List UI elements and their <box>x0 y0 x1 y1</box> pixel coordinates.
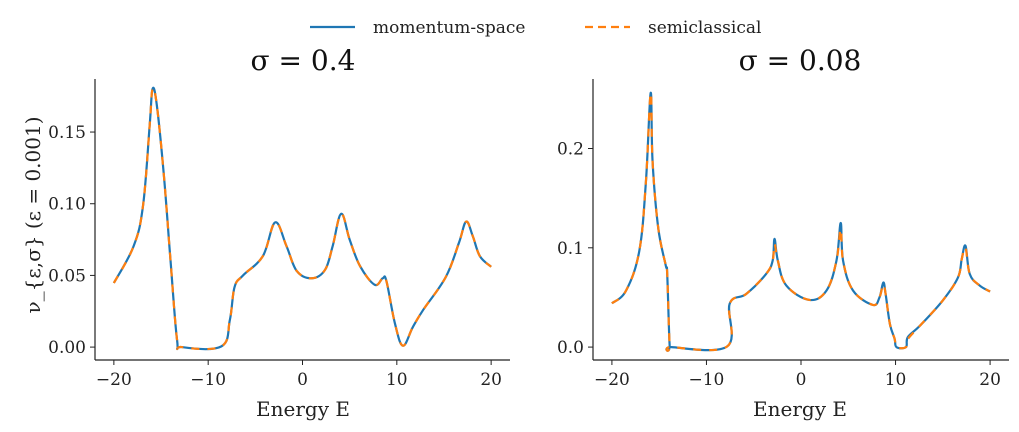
x-tick-label: 20 <box>480 370 502 390</box>
x-tick-label: 10 <box>386 370 408 390</box>
x-tick-label: 20 <box>979 370 1001 390</box>
panel-title: σ = 0.08 <box>739 44 862 77</box>
panel-sigma-0.4: σ = 0.4 Energy E ν_{ε,σ} (ε = 0.001) −20… <box>21 44 510 421</box>
x-axis-label: Energy E <box>753 397 847 421</box>
series-line-momentum-space <box>112 86 492 351</box>
y-axis-label: ν_{ε,σ} (ε = 0.001) <box>21 116 45 313</box>
x-tick-label: −10 <box>689 370 725 390</box>
x-tick-label: 0 <box>297 370 308 390</box>
y-tick-label: 0.2 <box>557 140 584 160</box>
legend-label-semiclassical: semiclassical <box>648 18 761 38</box>
y-tick-label: 0.1 <box>557 239 584 259</box>
x-axis-label: Energy E <box>256 397 350 421</box>
legend-label-momentum-space: momentum-space <box>373 18 525 38</box>
y-tick-label: 0.0 <box>557 338 584 358</box>
legend: momentum-space semiclassical <box>310 18 761 38</box>
x-tick-label: −20 <box>594 370 630 390</box>
series-line-semiclassical <box>112 86 492 351</box>
y-tick-label: 0.15 <box>48 123 86 143</box>
y-tick-label: 0.00 <box>48 338 86 358</box>
y-tick-label: 0.05 <box>48 266 86 286</box>
panel-sigma-0.08: σ = 0.08 Energy E −20 −10 0 10 20 0.0 0.1 0.2 <box>557 44 1009 421</box>
x-tick-label: 10 <box>885 370 907 390</box>
panel-title: σ = 0.4 <box>251 44 356 77</box>
y-tick-label: 0.10 <box>48 195 86 215</box>
x-tick-label: −10 <box>190 370 226 390</box>
x-tick-label: 0 <box>796 370 807 390</box>
series-line-semiclassical <box>611 91 991 352</box>
x-tick-label: −20 <box>96 370 132 390</box>
